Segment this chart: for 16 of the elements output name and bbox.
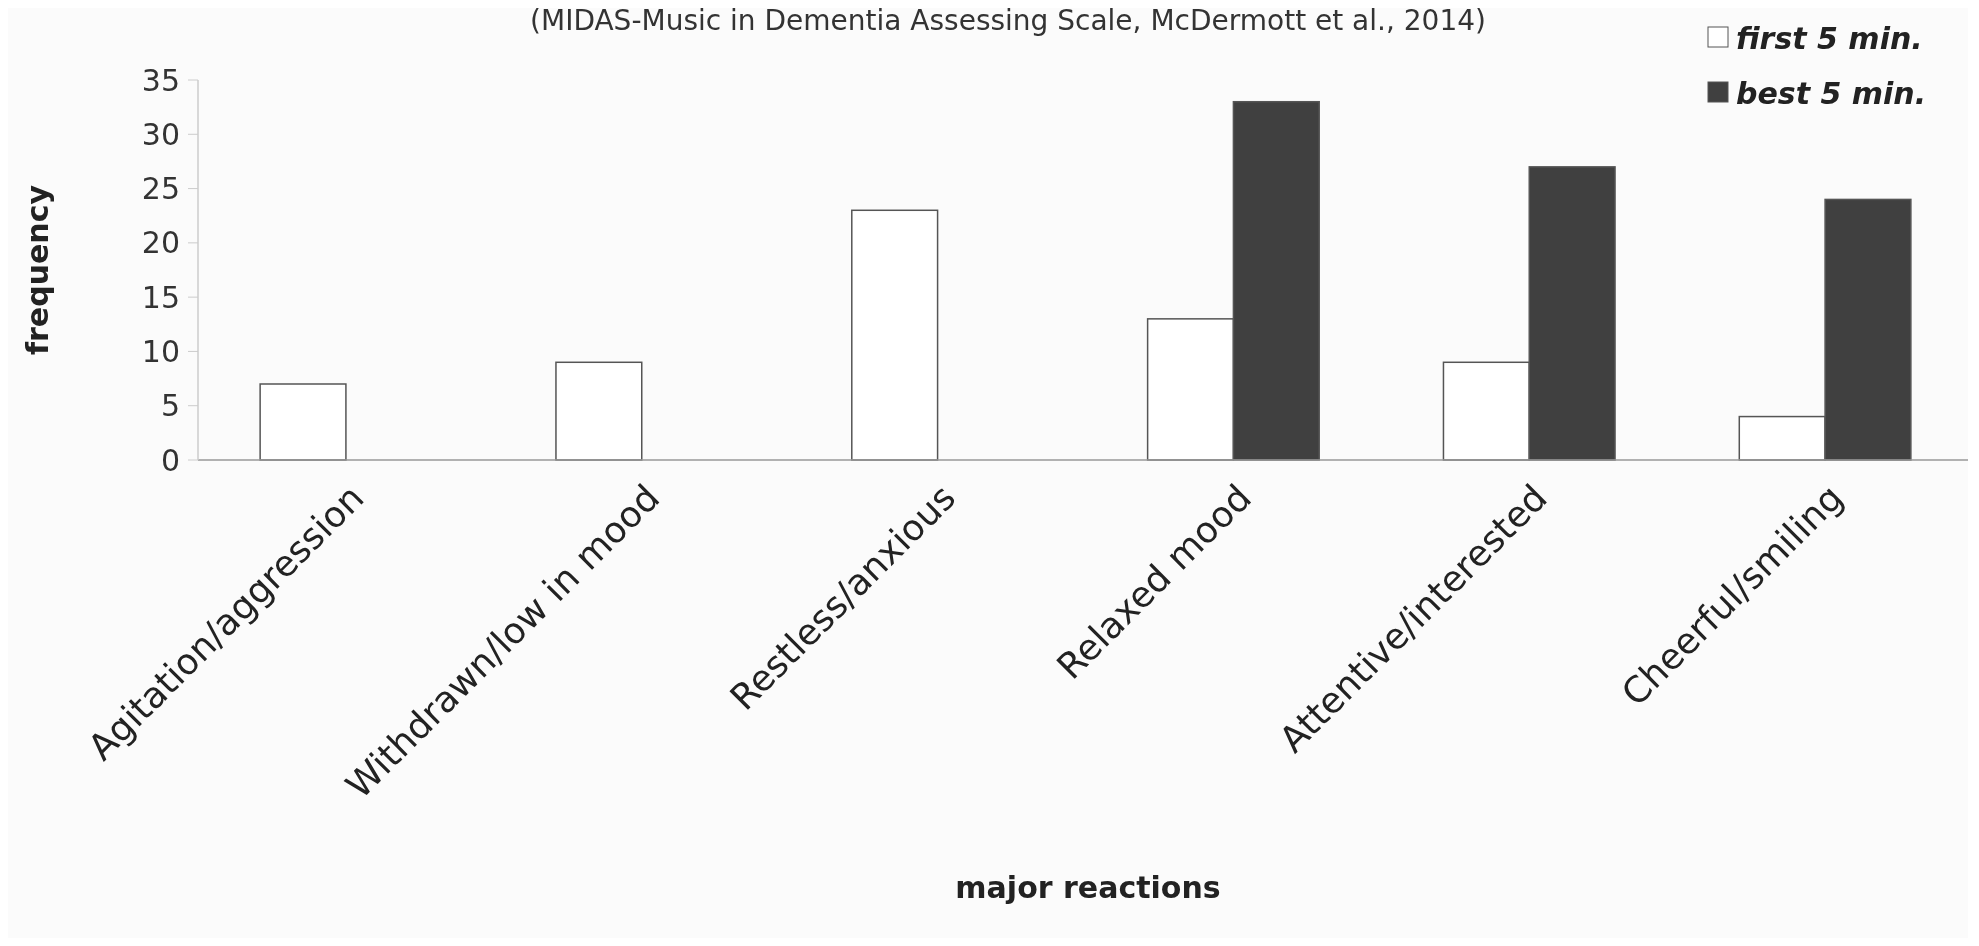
bar [259,383,347,461]
legend-label: best 5 min. [1736,75,1927,111]
y-tick-label: 25 [141,171,180,207]
legend-label: first 5 min. [1736,20,1923,56]
y-tick-label: 15 [141,279,180,315]
bar [851,209,939,461]
y-tick-label: 5 [160,388,180,424]
chart-title: (MIDAS-Music in Dementia Assessing Scale, McDermott et al., 2014) [530,4,1486,37]
y-tick-label: 10 [141,333,180,369]
y-tick-label: 20 [141,225,180,261]
bar [555,361,643,461]
y-tick-label: 35 [141,62,180,98]
y-tick-label: 30 [141,116,180,152]
y-axis-title: frequency [20,184,55,356]
x-axis-title: major reactions [955,870,1221,905]
y-tick-label: 0 [160,442,180,478]
